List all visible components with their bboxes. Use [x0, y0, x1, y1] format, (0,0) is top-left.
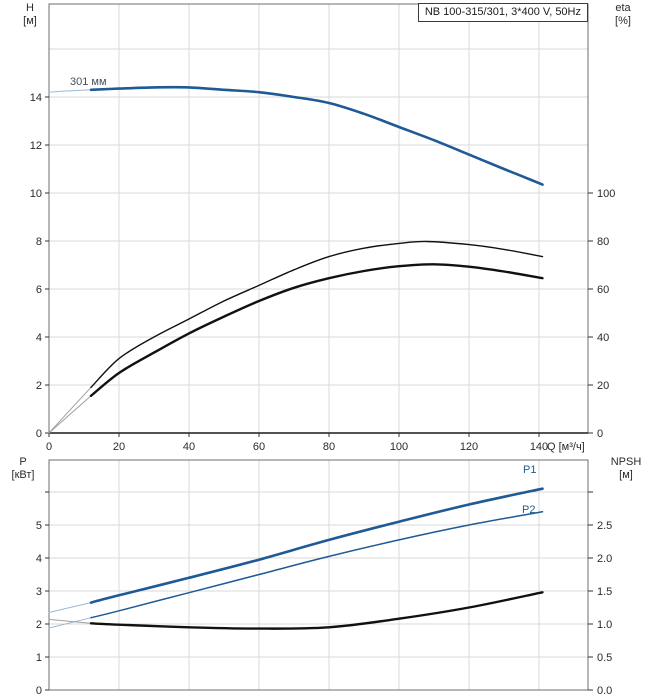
power-and-npsh-right-tick-label: 0.5	[597, 652, 612, 664]
p1-curve-label: P1	[523, 464, 537, 476]
head-curve-301mm-lead-segment	[48, 89, 92, 93]
head-and-efficiency-left-tick-label: 12	[30, 140, 42, 152]
p2-power-curve	[90, 511, 544, 619]
p1-power-curve	[89, 487, 544, 604]
chart-title: NB 100-315/301, 3*400 V, 50Hz	[424, 6, 581, 18]
q-axis-label: Q [м³/ч]	[547, 441, 585, 453]
head-and-efficiency-x-tick-label: 140	[530, 441, 548, 453]
head-and-efficiency-left-tick-label: 6	[36, 284, 42, 296]
npsh-axis-unit: [м]	[619, 469, 633, 481]
eta-axis-symbol: eta	[615, 2, 631, 14]
head-and-efficiency-right-tick-label: 60	[597, 284, 609, 296]
head-and-efficiency-right-tick-label: 80	[597, 236, 609, 248]
power-axis-unit: [кВт]	[11, 469, 35, 481]
power-and-npsh-plot: 0 1 2 3 4 5 0.0 0.5 1.0 1.5 2.0 2.5	[36, 459, 612, 697]
head-axis-unit: [м]	[23, 15, 37, 27]
head-and-efficiency-right-tick-label: 20	[597, 380, 609, 392]
head-and-efficiency-x-tick-label: 0	[46, 441, 52, 453]
power-and-npsh-left-tick-label: 1	[36, 652, 42, 664]
power-and-npsh-gridlines	[49, 460, 588, 690]
power-and-npsh-right-tick-label: 1.5	[597, 586, 612, 598]
npsh-axis-title: NPSH [м]	[598, 456, 654, 482]
head-and-efficiency-gridlines	[49, 4, 588, 433]
head-and-efficiency-x-tick-label: 120	[460, 441, 478, 453]
head-curve-301mm	[89, 85, 544, 186]
chart-title-box: NB 100-315/301, 3*400 V, 50Hz	[417, 3, 588, 22]
head-and-efficiency-frame	[48, 3, 589, 434]
head-and-efficiency-left-tick-label: 14	[30, 92, 42, 104]
power-and-npsh-frame	[48, 459, 589, 691]
power-and-npsh-left-tick-label: 0	[36, 685, 42, 697]
head-and-efficiency-right-tick-label: 100	[597, 188, 615, 200]
power-axis-symbol: P	[19, 456, 27, 468]
power-and-npsh-left-tick-label: 3	[36, 586, 42, 598]
head-and-efficiency-right-tick-label: 0	[597, 428, 603, 440]
npsh-axis-symbol: NPSH	[610, 456, 642, 468]
head-and-efficiency-x-tick-label: 80	[323, 441, 335, 453]
head-axis-title: H [м]	[12, 2, 48, 28]
head-and-efficiency-left-tick-label: 8	[36, 236, 42, 248]
head-and-efficiency-x-tick-label: 60	[253, 441, 265, 453]
efficiency-curve-pump-motor	[89, 263, 544, 397]
head-and-efficiency-right-tick-label: 40	[597, 332, 609, 344]
head-axis-symbol: H	[26, 2, 34, 14]
p2-power-curve-lead-segment	[48, 617, 92, 629]
eta-axis-unit: [%]	[615, 15, 631, 27]
power-and-npsh-left-tick-label: 2	[36, 619, 42, 631]
head-and-efficiency-left-tick-label: 2	[36, 380, 42, 392]
power-and-npsh-right-tick-label: 0.0	[597, 685, 612, 697]
head-and-efficiency-x-tick-label: 40	[183, 441, 195, 453]
power-and-npsh-left-tick-label: 4	[36, 553, 42, 565]
eta-axis-title: eta [%]	[602, 2, 644, 28]
power-and-npsh-ticks	[45, 491, 593, 691]
head-and-efficiency-x-tick-label: 20	[113, 441, 125, 453]
impeller-diameter-label: 301 мм	[70, 76, 107, 88]
head-and-efficiency-left-tick-label: 4	[36, 332, 42, 344]
power-axis-title: P [кВт]	[0, 456, 46, 482]
power-and-npsh-left-tick-label: 5	[36, 520, 42, 532]
power-and-npsh-right-tick-label: 2.5	[597, 520, 612, 532]
head-and-efficiency-left-tick-label: 0	[36, 428, 42, 440]
efficiency-curve-pump-motor-lead-segment	[48, 395, 92, 434]
power-and-npsh-right-tick-label: 1.0	[597, 619, 612, 631]
p1-power-curve-lead-segment	[48, 602, 92, 613]
npsh-curve	[89, 591, 544, 630]
head-and-efficiency-x-tick-label: 100	[390, 441, 408, 453]
efficiency-curve-pump	[90, 240, 544, 389]
p2-curve-label: P2	[522, 504, 536, 516]
head-and-efficiency-left-tick-label: 10	[30, 188, 42, 200]
head-and-efficiency-ticks	[45, 96, 593, 437]
power-and-npsh-right-tick-label: 2.0	[597, 553, 612, 565]
efficiency-curve-pump-lead-segment	[48, 386, 92, 434]
npsh-curve-lead-segment	[48, 618, 92, 624]
